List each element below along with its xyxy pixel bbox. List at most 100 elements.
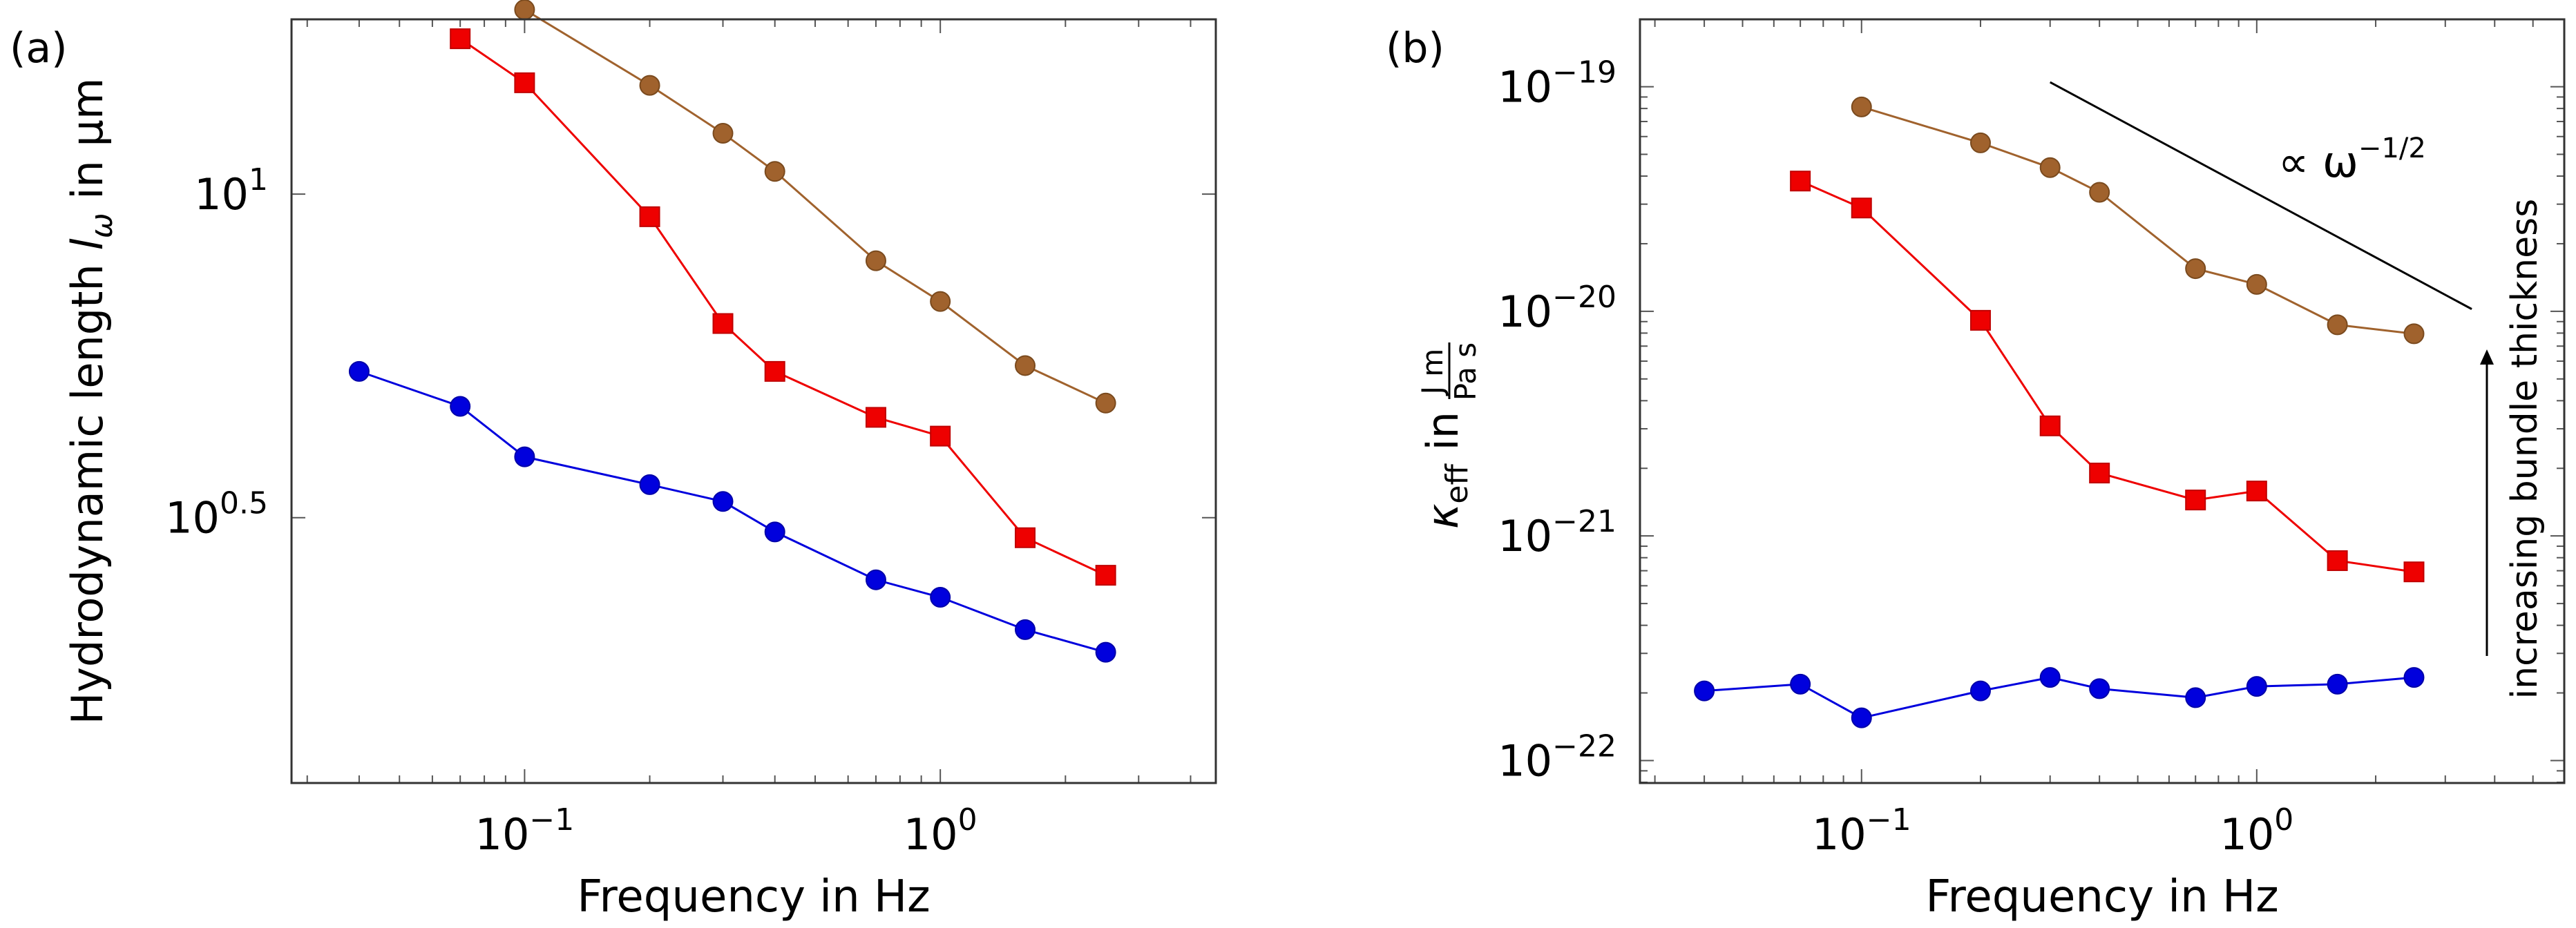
data-point-square xyxy=(1790,171,1811,192)
panel-b-y-axis-label-frac-num: J m xyxy=(1415,349,1449,397)
data-point-circle xyxy=(1694,680,1715,702)
panel-b-reference-slope-line xyxy=(2049,81,2472,310)
data-point-circle xyxy=(2089,678,2110,699)
data-point-circle xyxy=(930,291,951,312)
data-point-square xyxy=(712,313,734,334)
x-tick-label: 10−1 xyxy=(475,802,575,860)
panel-b-annotation-arrow-head xyxy=(2480,349,2494,365)
data-point-square xyxy=(865,407,886,428)
x-tick-label: 10−1 xyxy=(1812,802,1911,860)
panel-b-ticks xyxy=(1640,19,2565,783)
panel-a-y-axis-label-main: Hydrodynamic length xyxy=(62,251,113,725)
data-point-circle xyxy=(712,122,734,144)
data-point-circle xyxy=(2403,323,2425,345)
panel-a-y-axis-label: Hydrodynamic length lω in μm xyxy=(62,78,120,725)
panel-b-y-tick-labels: 10−22 10−21 10−20 10−19 xyxy=(1498,55,1616,786)
data-point-square xyxy=(2403,561,2425,583)
panel-b-annotation: increasing bundle thickness xyxy=(2480,199,2546,699)
panel-a-x-tick-labels: 10−1 100 xyxy=(475,802,977,860)
data-point-circle xyxy=(2403,667,2425,688)
series-line xyxy=(1800,180,2414,573)
data-point-circle xyxy=(764,521,785,543)
panel-a: (a) 10−1 100 100.5 101 Frequency in Hz Hyd… xyxy=(10,0,1217,922)
y-tick-label: 101 xyxy=(194,162,268,220)
data-point-circle xyxy=(2039,157,2061,178)
data-point-circle xyxy=(2327,314,2348,336)
series-line xyxy=(1704,676,2414,719)
panel-a-markers xyxy=(348,0,1116,663)
data-point-circle xyxy=(2039,667,2061,688)
panel-a-y-axis-label-unit: in μm xyxy=(62,78,113,213)
data-point-square xyxy=(450,28,471,50)
y-tick-label: 10−20 xyxy=(1498,280,1616,337)
panel-b-label: (b) xyxy=(1386,24,1444,72)
panel-b-markers xyxy=(1694,96,2425,728)
panel-a-y-tick-labels: 100.5 101 xyxy=(165,162,268,543)
data-point-circle xyxy=(2246,273,2267,295)
panel-a-x-axis-label: Frequency in Hz xyxy=(577,871,930,922)
panel-b: (b) ∝ ω−1/2 10−1 100 10−22 10−21 10−20 10−19… xyxy=(1386,18,2566,922)
data-point-circle xyxy=(930,586,951,608)
panel-a-axes-frame xyxy=(290,18,1217,784)
data-point-circle xyxy=(1969,132,1991,153)
data-point-circle xyxy=(2185,258,2206,280)
data-point-circle xyxy=(2327,673,2348,695)
panel-a-ticks xyxy=(292,19,1216,783)
data-point-square xyxy=(514,72,535,93)
data-point-square xyxy=(2039,415,2061,436)
panel-b-y-axis-label-sub: eff xyxy=(1440,463,1475,504)
data-point-circle xyxy=(865,250,886,271)
data-point-square xyxy=(2185,490,2206,511)
data-point-circle xyxy=(348,360,370,382)
panel-b-reference-label: ∝ ω−1/2 xyxy=(2278,133,2426,187)
data-point-square xyxy=(1015,527,1036,548)
data-point-circle xyxy=(514,0,535,20)
series-line xyxy=(459,37,1107,577)
data-point-circle xyxy=(514,446,535,467)
panel-b-y-axis-label-text: κeff in xyxy=(1418,412,1475,529)
panel-b-y-axis-label: κeff in J m Pa s xyxy=(1415,342,1482,529)
panel-b-series-lines xyxy=(1704,106,2414,719)
panel-b-reference-label-exp: −1/2 xyxy=(2358,133,2426,164)
data-point-circle xyxy=(1851,707,1872,728)
y-tick-label: 10−21 xyxy=(1498,504,1616,561)
panel-b-x-tick-labels: 10−1 100 xyxy=(1812,802,2293,860)
data-point-circle xyxy=(865,569,886,590)
x-tick-label: 100 xyxy=(904,802,977,860)
panel-a-y-axis-label-sub: ω xyxy=(84,213,120,238)
data-point-square xyxy=(2246,481,2267,502)
data-point-circle xyxy=(712,491,734,512)
data-point-square xyxy=(1095,565,1116,586)
data-point-circle xyxy=(2089,182,2110,203)
panel-b-annotation-text: increasing bundle thickness xyxy=(2504,199,2546,699)
data-point-square xyxy=(1851,197,1872,219)
data-point-circle xyxy=(1095,392,1116,414)
data-point-circle xyxy=(1969,680,1991,702)
panel-b-x-axis-label: Frequency in Hz xyxy=(1925,871,2278,922)
x-tick-label: 100 xyxy=(2220,802,2293,860)
panel-b-y-axis-label-var: κ xyxy=(1418,503,1468,529)
data-point-circle xyxy=(1015,619,1036,640)
y-tick-label: 100.5 xyxy=(165,486,268,543)
series-line xyxy=(359,370,1107,654)
panel-a-y-axis-label-var: l xyxy=(62,238,113,250)
panel-a-label: (a) xyxy=(10,24,68,72)
data-point-circle xyxy=(1790,673,1811,695)
data-point-square xyxy=(2327,550,2348,571)
data-point-square xyxy=(764,360,785,382)
y-tick-label: 10−22 xyxy=(1498,728,1616,786)
panel-b-reference-label-main: ∝ ω xyxy=(2278,137,2358,187)
series-line xyxy=(1861,106,2414,335)
data-point-square xyxy=(1969,309,1991,331)
data-point-square xyxy=(639,206,660,227)
panel-b-y-axis-label-frac-den: Pa s xyxy=(1449,342,1482,400)
panel-b-axes-frame xyxy=(1639,18,2566,784)
series-line xyxy=(524,8,1107,405)
panel-b-y-axis-label-unit: in xyxy=(1418,412,1468,464)
data-point-square xyxy=(930,425,951,447)
data-point-circle xyxy=(1015,355,1036,376)
data-point-circle xyxy=(764,161,785,182)
data-point-circle xyxy=(1095,641,1116,663)
y-tick-label: 10−19 xyxy=(1498,55,1616,113)
